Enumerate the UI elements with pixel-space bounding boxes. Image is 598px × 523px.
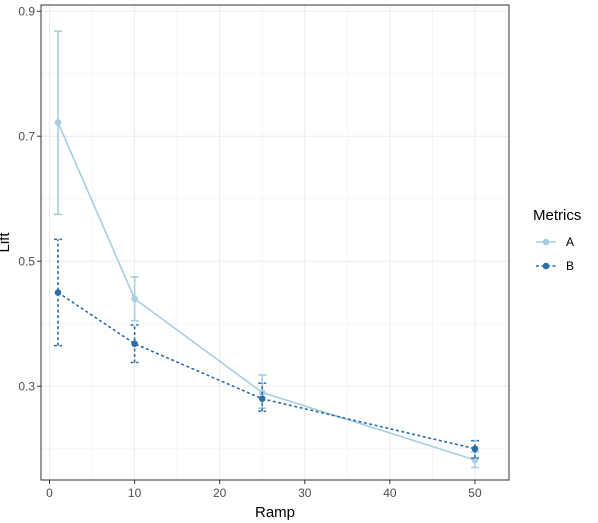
x-axis-title: Ramp: [255, 504, 295, 521]
plot-border: [40, 4, 510, 481]
series-line: [57, 122, 476, 461]
data-point: [258, 395, 266, 403]
data-point: [471, 445, 479, 453]
x-axis: 0 10 20 30 40 50: [46, 480, 482, 500]
y-tick-label: 0.3: [18, 379, 35, 393]
y-axis-title: Lift: [0, 232, 13, 253]
data-point: [54, 119, 62, 126]
major-gridlines: [41, 5, 509, 480]
series-layer: [54, 30, 479, 469]
minor-gridlines: [41, 5, 509, 480]
data-point: [131, 295, 138, 303]
y-axis: 0.3 0.5 0.7 0.9: [18, 4, 41, 393]
legend-label: A: [566, 235, 574, 249]
x-tick-label: 30: [298, 486, 312, 500]
plot-panel: [41, 5, 509, 480]
series-line: [57, 291, 476, 450]
data-point: [54, 289, 62, 296]
legend-key-point: [542, 238, 550, 246]
y-tick-label: 0.9: [18, 4, 35, 18]
data-point: [131, 340, 138, 348]
series-B: [54, 238, 479, 459]
x-tick-label: 20: [213, 486, 227, 500]
legend: Metrics AB: [533, 207, 581, 273]
legend-key-point: [542, 262, 550, 270]
x-tick-label: 10: [128, 486, 142, 500]
y-tick-label: 0.7: [18, 129, 35, 143]
legend-label: B: [566, 259, 574, 273]
legend-title: Metrics: [533, 207, 581, 224]
y-tick-label: 0.5: [18, 254, 35, 268]
x-tick-label: 40: [383, 486, 397, 500]
x-tick-label: 0: [46, 486, 53, 500]
x-tick-label: 50: [468, 486, 482, 500]
